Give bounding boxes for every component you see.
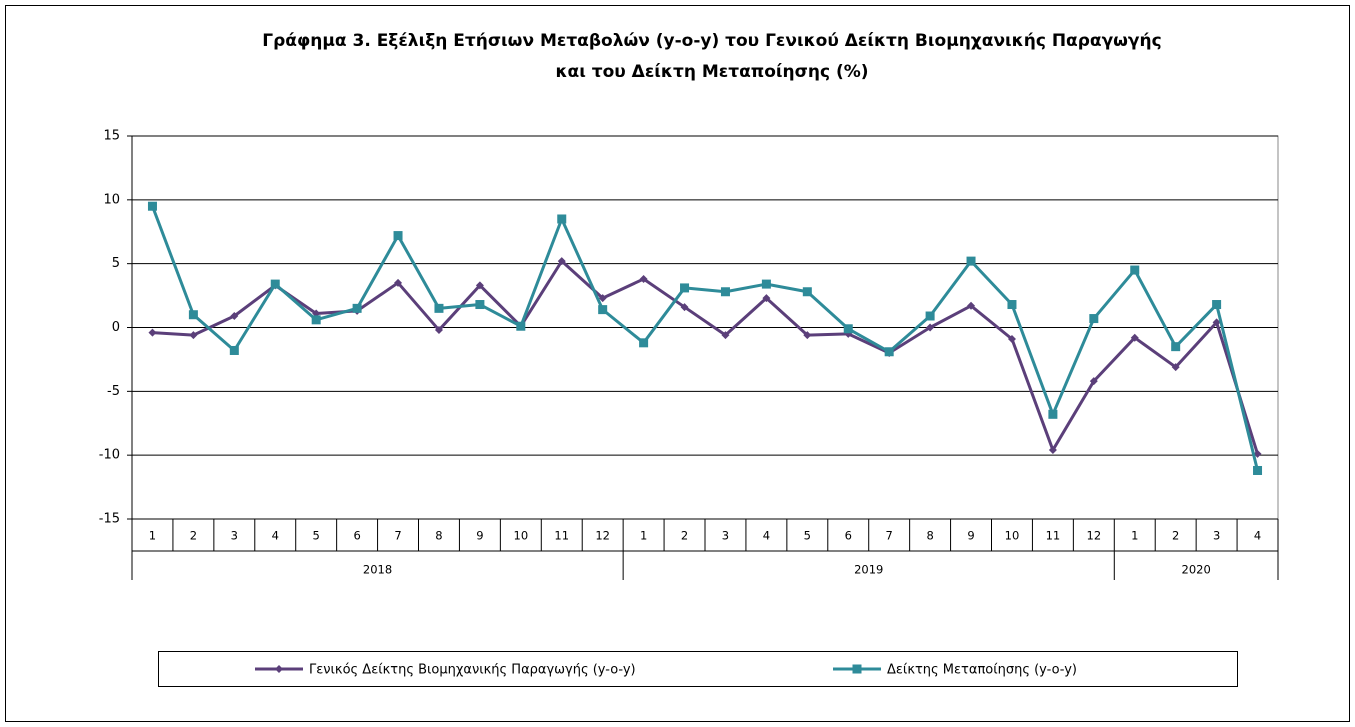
data-point	[1048, 409, 1058, 419]
legend-label: Δείκτης Μεταποίησης (y-o-y)	[887, 663, 1077, 678]
data-point	[311, 315, 321, 325]
series-line	[151, 205, 1259, 471]
data-point	[1253, 465, 1263, 475]
data-point	[475, 300, 485, 310]
x-tick-label: 4	[1254, 529, 1261, 543]
data-point	[1130, 265, 1140, 275]
x-tick-label: 3	[231, 529, 238, 543]
data-point	[434, 303, 444, 313]
x-tick-label: 7	[394, 529, 401, 543]
data-point	[1171, 342, 1181, 352]
data-point	[1253, 449, 1262, 458]
data-point	[721, 331, 730, 340]
data-point	[1089, 377, 1098, 386]
data-point	[843, 324, 853, 334]
data-point	[516, 321, 526, 331]
data-point	[394, 278, 403, 287]
x-tick-label: 2	[681, 529, 688, 543]
data-point	[925, 311, 935, 321]
x-tick-label: 3	[722, 529, 729, 543]
y-tick-label: -15	[99, 512, 120, 527]
x-tick-label: 1	[640, 529, 647, 543]
x-tick-label: 10	[514, 529, 529, 543]
group-label: 2020	[1182, 563, 1211, 577]
data-point	[1171, 363, 1180, 372]
data-point	[188, 310, 198, 320]
y-tick-label: -10	[99, 448, 120, 463]
data-point	[762, 294, 771, 303]
chart-title: Γράφημα 3. Εξέλιξη Ετήσιων Μεταβολών (y-…	[262, 31, 1161, 51]
data-point	[1007, 300, 1017, 310]
y-tick-label: 15	[103, 129, 120, 144]
x-tick-label: 6	[845, 529, 852, 543]
data-point	[557, 214, 567, 224]
legend-marker	[275, 665, 283, 673]
data-point	[1048, 446, 1057, 455]
x-tick-label: 2	[190, 529, 197, 543]
x-tick-label: 12	[1087, 529, 1102, 543]
x-tick-label: 1	[1131, 529, 1138, 543]
x-tick-label: 8	[435, 529, 442, 543]
x-tick-label: 1	[149, 529, 156, 543]
x-tick-label: 4	[272, 529, 279, 543]
data-point	[598, 294, 607, 303]
group-label: 2018	[363, 563, 392, 577]
data-point	[966, 256, 976, 266]
data-point	[1212, 318, 1221, 327]
x-tick-label: 2	[1172, 529, 1179, 543]
y-tick-label: 10	[103, 192, 120, 207]
x-tick-label: 5	[313, 529, 320, 543]
data-point	[967, 301, 976, 310]
y-tick-label: 5	[112, 256, 120, 271]
data-point	[352, 303, 362, 313]
data-point	[270, 279, 280, 289]
data-point	[434, 326, 443, 335]
data-point	[393, 231, 403, 241]
data-point	[598, 305, 608, 315]
x-tick-label: 11	[1046, 529, 1061, 543]
data-point	[1130, 333, 1139, 342]
x-tick-label: 6	[353, 529, 360, 543]
data-point	[680, 283, 690, 293]
x-tick-label: 8	[926, 529, 933, 543]
data-point	[147, 201, 157, 211]
data-point	[229, 345, 239, 355]
data-point	[720, 287, 730, 297]
x-tick-label: 10	[1005, 529, 1020, 543]
x-tick-label: 3	[1213, 529, 1220, 543]
data-point	[802, 287, 812, 297]
data-point	[1007, 334, 1016, 343]
data-point	[1089, 314, 1099, 324]
data-point	[1212, 300, 1222, 310]
x-tick-label: 4	[763, 529, 770, 543]
data-point	[761, 279, 771, 289]
series-line	[152, 259, 1259, 455]
x-tick-label: 9	[967, 529, 974, 543]
chart-title: και του Δείκτη Μεταποίησης (%)	[555, 62, 868, 82]
y-tick-label: -5	[107, 384, 120, 399]
data-point	[148, 328, 157, 337]
data-point	[639, 274, 648, 283]
data-point	[230, 312, 239, 321]
data-point	[926, 323, 935, 332]
data-point	[475, 281, 484, 290]
x-tick-label: 5	[804, 529, 811, 543]
data-point	[803, 331, 812, 340]
legend-label: Γενικός Δείκτης Βιομηχανικής Παραγωγής (…	[309, 663, 636, 678]
data-point	[189, 331, 198, 340]
group-label: 2019	[854, 563, 883, 577]
data-point	[639, 338, 649, 348]
data-point	[680, 303, 689, 312]
legend-marker	[852, 664, 862, 674]
legend	[158, 651, 1238, 687]
x-tick-label: 12	[595, 529, 610, 543]
x-tick-label: 7	[886, 529, 893, 543]
y-tick-label: 0	[112, 320, 120, 335]
x-tick-label: 9	[476, 529, 483, 543]
x-tick-label: 11	[554, 529, 569, 543]
data-point	[557, 257, 566, 266]
data-point	[884, 347, 894, 357]
